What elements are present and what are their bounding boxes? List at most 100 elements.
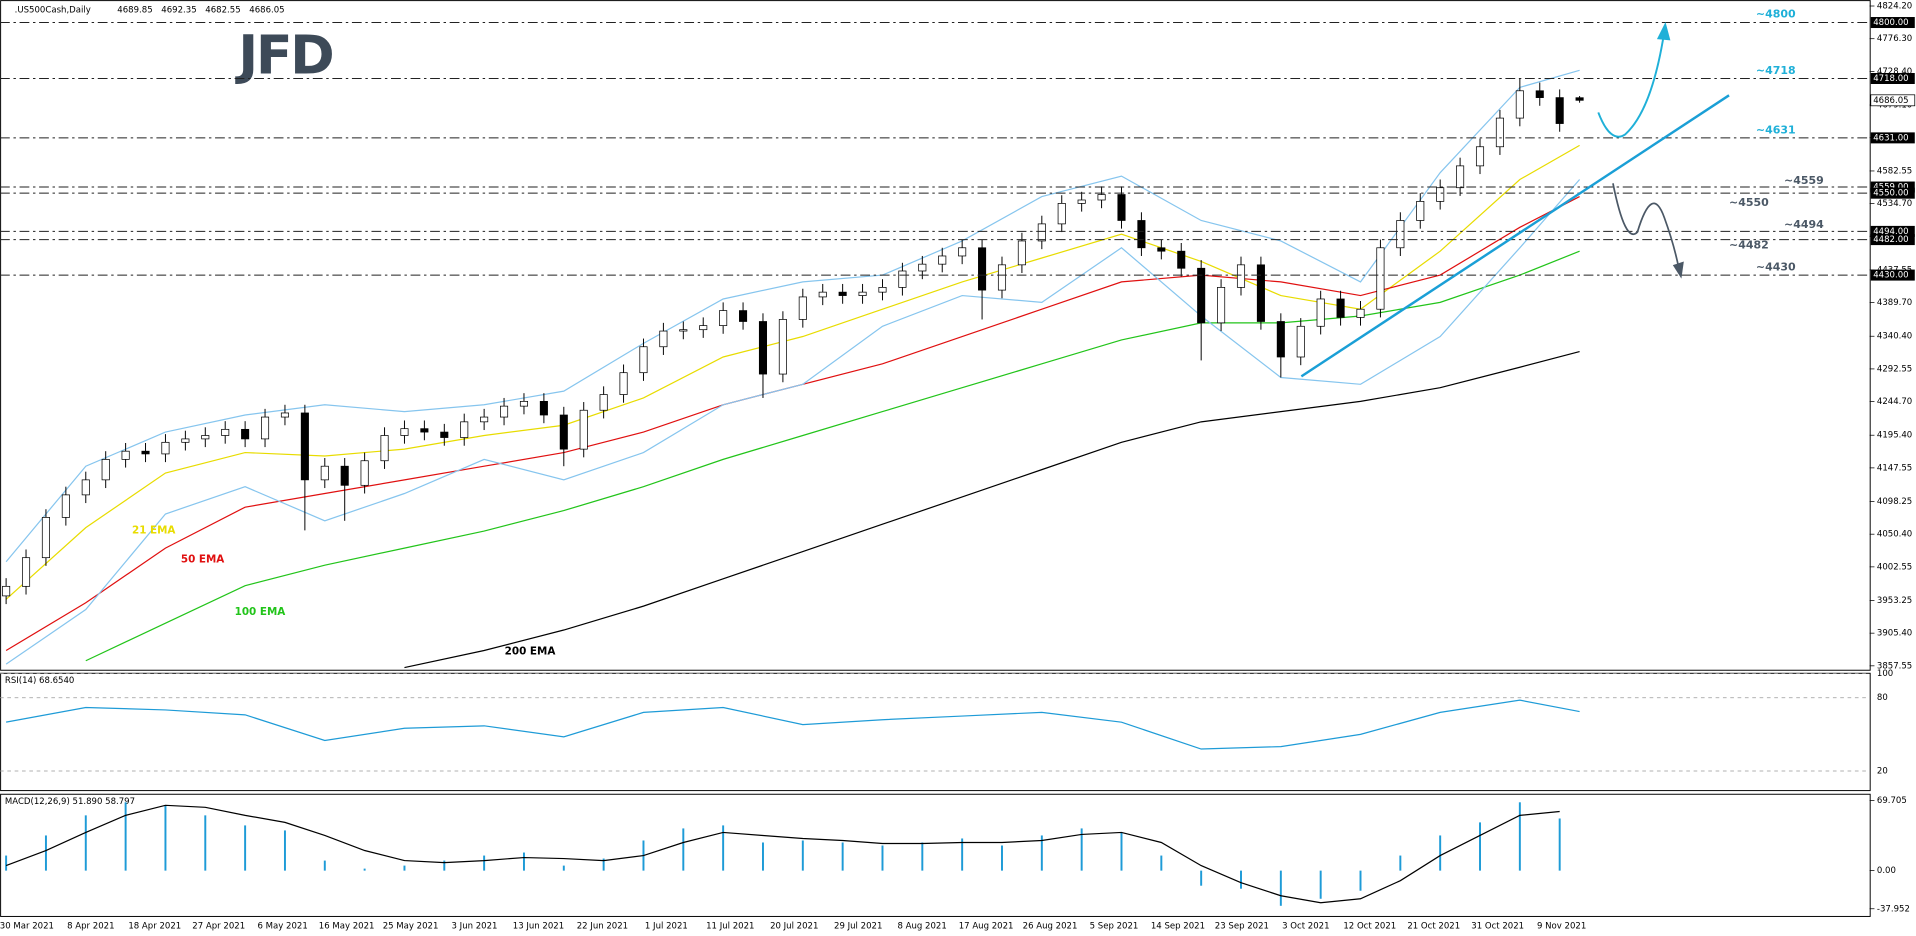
y-tick-label: 0.00 (1877, 866, 1896, 876)
level-label: 4482.00 (1873, 235, 1908, 245)
x-tick-label: 27 Apr 2021 (192, 922, 245, 932)
y-tick-label: 4728.40 (1877, 67, 1912, 77)
candle-body (320, 465, 329, 481)
trend-line (1300, 94, 1730, 378)
level-annotation: ~4631 (1756, 124, 1796, 137)
candle-body (181, 438, 190, 443)
macd-bar (841, 842, 844, 871)
candle-body (798, 296, 807, 320)
candle-body (1137, 220, 1146, 249)
series-line (85, 250, 1580, 662)
macd-bar (363, 868, 366, 871)
macd-bar (1120, 832, 1123, 871)
candle-body (261, 416, 270, 440)
x-tick-label: 16 May 2021 (319, 922, 375, 932)
level-box (1870, 181, 1915, 193)
macd-bar (1040, 835, 1043, 871)
y-tick-label: 69.705 (1877, 796, 1907, 806)
macd-bar (602, 858, 605, 871)
candle-body (2, 585, 11, 597)
candle-body (958, 247, 967, 257)
candle-body (1475, 146, 1485, 167)
header-value: 4689.85 (117, 5, 152, 15)
macd-bar (1399, 855, 1402, 871)
y-tick-label: 4195.40 (1877, 431, 1912, 441)
candle-body (81, 479, 90, 496)
candle-body (1097, 194, 1106, 201)
x-tick-label: 20 Jul 2021 (770, 922, 818, 932)
y-tick-label: 3905.40 (1877, 629, 1912, 639)
level-annotation: ~4494 (1784, 218, 1824, 231)
level-annotation: ~4550 (1729, 196, 1769, 209)
header-value: 4692.35 (161, 5, 196, 15)
candle-body (858, 291, 867, 296)
x-tick-label: 9 Nov 2021 (1537, 922, 1586, 932)
chart-title: .US500Cash,Daily (15, 5, 91, 15)
x-tick-label: 18 Apr 2021 (128, 922, 181, 932)
candle-body (360, 460, 369, 486)
x-tick-label: 8 Apr 2021 (67, 922, 114, 932)
candle-body (1316, 298, 1325, 327)
candle-body (460, 421, 469, 438)
candle-body (539, 400, 548, 416)
macd-bar (204, 815, 207, 871)
x-tick-label: 3 Oct 2021 (1282, 922, 1329, 932)
candle-body (380, 435, 389, 462)
level-label: 4800.00 (1873, 18, 1908, 28)
candle-body (838, 291, 847, 296)
y-tick-label: 80 (1877, 693, 1888, 703)
candle-body (420, 428, 429, 433)
panel-title: RSI(14) 68.6540 (5, 676, 75, 686)
y-tick-label: -37.952 (1877, 904, 1910, 914)
macd-bar (1319, 870, 1322, 899)
x-tick-label: 21 Oct 2021 (1407, 922, 1460, 932)
y-tick-label: 4340.40 (1877, 332, 1912, 342)
candle-body (121, 450, 130, 460)
candle-body (1336, 298, 1345, 318)
macd-bar (762, 842, 764, 871)
price-panel (0, 0, 1871, 671)
bull-arrowhead (1656, 21, 1671, 41)
header-value: 4686.05 (249, 5, 284, 15)
candle-body (1117, 194, 1126, 221)
candle-body (480, 416, 489, 423)
y-tick-label: 4292.55 (1877, 364, 1912, 374)
candle-body (280, 412, 289, 418)
candle-body (1456, 165, 1465, 189)
candle-body (201, 435, 210, 440)
candle-body (1236, 264, 1246, 288)
candle-body (161, 441, 170, 455)
macd-bar (1080, 828, 1083, 871)
candle-body (1436, 187, 1445, 202)
candle-body (758, 321, 768, 375)
candle-body (1376, 247, 1385, 310)
x-tick-label: 11 Jul 2021 (706, 922, 754, 932)
candle-body (997, 264, 1007, 291)
candle-body (898, 270, 907, 288)
macd-bar (1001, 845, 1003, 871)
series-label: 100 EMA (235, 606, 286, 618)
x-tick-label: 12 Oct 2021 (1343, 922, 1396, 932)
macd-bar (722, 825, 725, 871)
series-line (5, 804, 1560, 904)
candle-body (440, 431, 449, 438)
x-tick-label: 5 Sep 2021 (1090, 922, 1139, 932)
candle-body (978, 247, 987, 291)
candle-body (639, 346, 648, 374)
candle-body (559, 414, 568, 450)
candle-body (141, 450, 150, 455)
candle-body (1217, 287, 1226, 324)
level-annotation: ~4430 (1756, 261, 1796, 274)
level-box (1870, 225, 1915, 237)
y-tick-label: 4244.70 (1877, 397, 1912, 407)
y-tick-label: 4824.20 (1877, 2, 1912, 12)
level-box (1870, 17, 1915, 29)
x-tick-label: 23 Sep 2021 (1215, 922, 1269, 932)
macd-bar (483, 855, 486, 871)
candle-body (1177, 250, 1186, 269)
x-tick-label: 31 Oct 2021 (1471, 922, 1524, 932)
macd-bar (1558, 818, 1561, 871)
y-tick-label: 3857.55 (1877, 661, 1912, 671)
level-annotation: ~4482 (1729, 239, 1769, 252)
